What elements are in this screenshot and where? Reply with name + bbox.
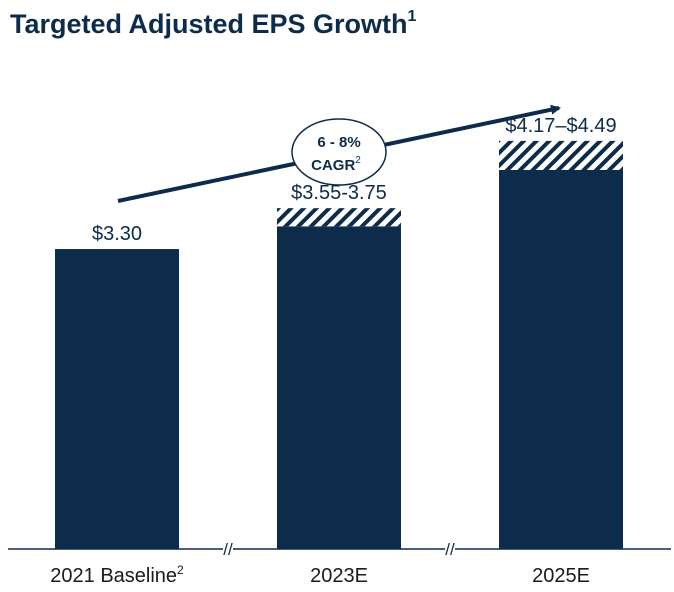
cagr-range: 6 - 8% xyxy=(317,134,360,151)
bar-range-1 xyxy=(277,208,401,227)
axis-break-1: // xyxy=(445,540,455,559)
value-label-1: $3.55-3.75 xyxy=(291,182,387,204)
value-label-2: $4.17–$4.49 xyxy=(505,115,616,137)
bar-1 xyxy=(277,226,401,549)
bar-0 xyxy=(55,249,179,549)
chart-title: Targeted Adjusted EPS Growth1 xyxy=(10,8,417,39)
cagr-bubble xyxy=(291,118,387,186)
cagr-label: CAGR2 xyxy=(311,155,361,174)
axis-break-0: // xyxy=(223,540,233,559)
category-label-1: 2023E xyxy=(310,565,368,587)
title-footnote: 1 xyxy=(407,8,417,25)
category-footnote-0: 2 xyxy=(177,563,184,577)
category-label-2: 2025E xyxy=(532,565,590,587)
bar-range-2 xyxy=(499,140,623,170)
value-label-0: $3.30 xyxy=(92,223,142,245)
axis-break-gap-1 xyxy=(445,546,455,552)
axis-break-gap-0 xyxy=(223,546,233,552)
category-label-0: 2021 Baseline2 xyxy=(50,563,184,587)
bar-2 xyxy=(499,169,623,549)
cagr-footnote: 2 xyxy=(355,155,361,166)
